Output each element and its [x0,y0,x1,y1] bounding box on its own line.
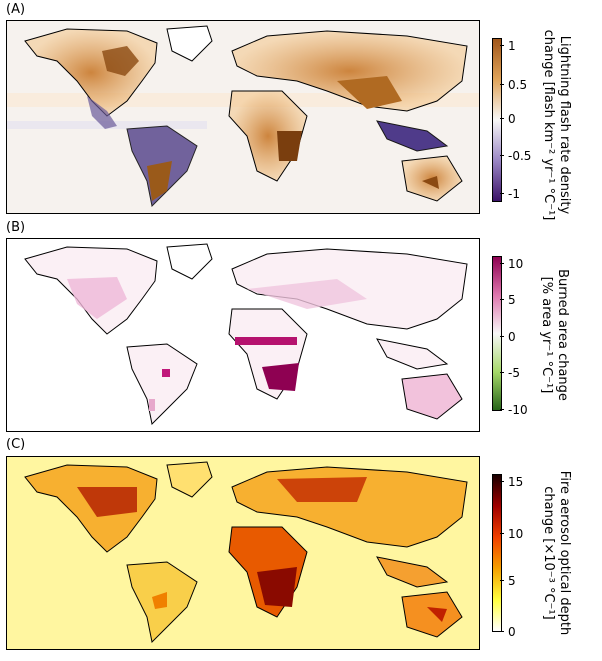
colorbar-tick: 15 [499,476,523,488]
burned-area-colorbar [492,256,502,411]
colorbar-tick: -5 [500,367,520,379]
colorbar-title: Fire aerosol optical depth change [×10⁻³ … [541,470,572,636]
colorbar-tick: 0.5 [499,79,527,91]
panel-c-label: (C) [6,437,26,452]
colorbar-tick: 0 [500,626,516,638]
lightning-map [6,20,480,214]
colorbar-tick: 5 [500,575,516,587]
lightning-colorbar [492,38,502,202]
colorbar-tick: -10 [500,404,528,416]
panel-a-label: (A) [6,2,26,17]
panel-b-label: (B) [6,220,26,235]
colorbar-tick: 1 [500,40,516,52]
colorbar-tick: 10 [499,258,523,270]
colorbar-title: Lightning flash rate density change [flas… [541,29,572,221]
burned-area-map [6,238,480,432]
aerosol-map [6,456,480,650]
aerosol-colorbar [492,474,502,632]
colorbar-title: Burned area change [% area yr⁻¹ °C⁻¹] [539,269,570,401]
colorbar-tick: 0 [500,331,516,343]
colorbar-tick: 5 [500,294,516,306]
colorbar-tick: -1 [500,188,520,200]
colorbar-tick: 10 [499,528,523,540]
colorbar-tick: -0.5 [499,150,531,162]
colorbar-tick: 0 [500,113,516,125]
